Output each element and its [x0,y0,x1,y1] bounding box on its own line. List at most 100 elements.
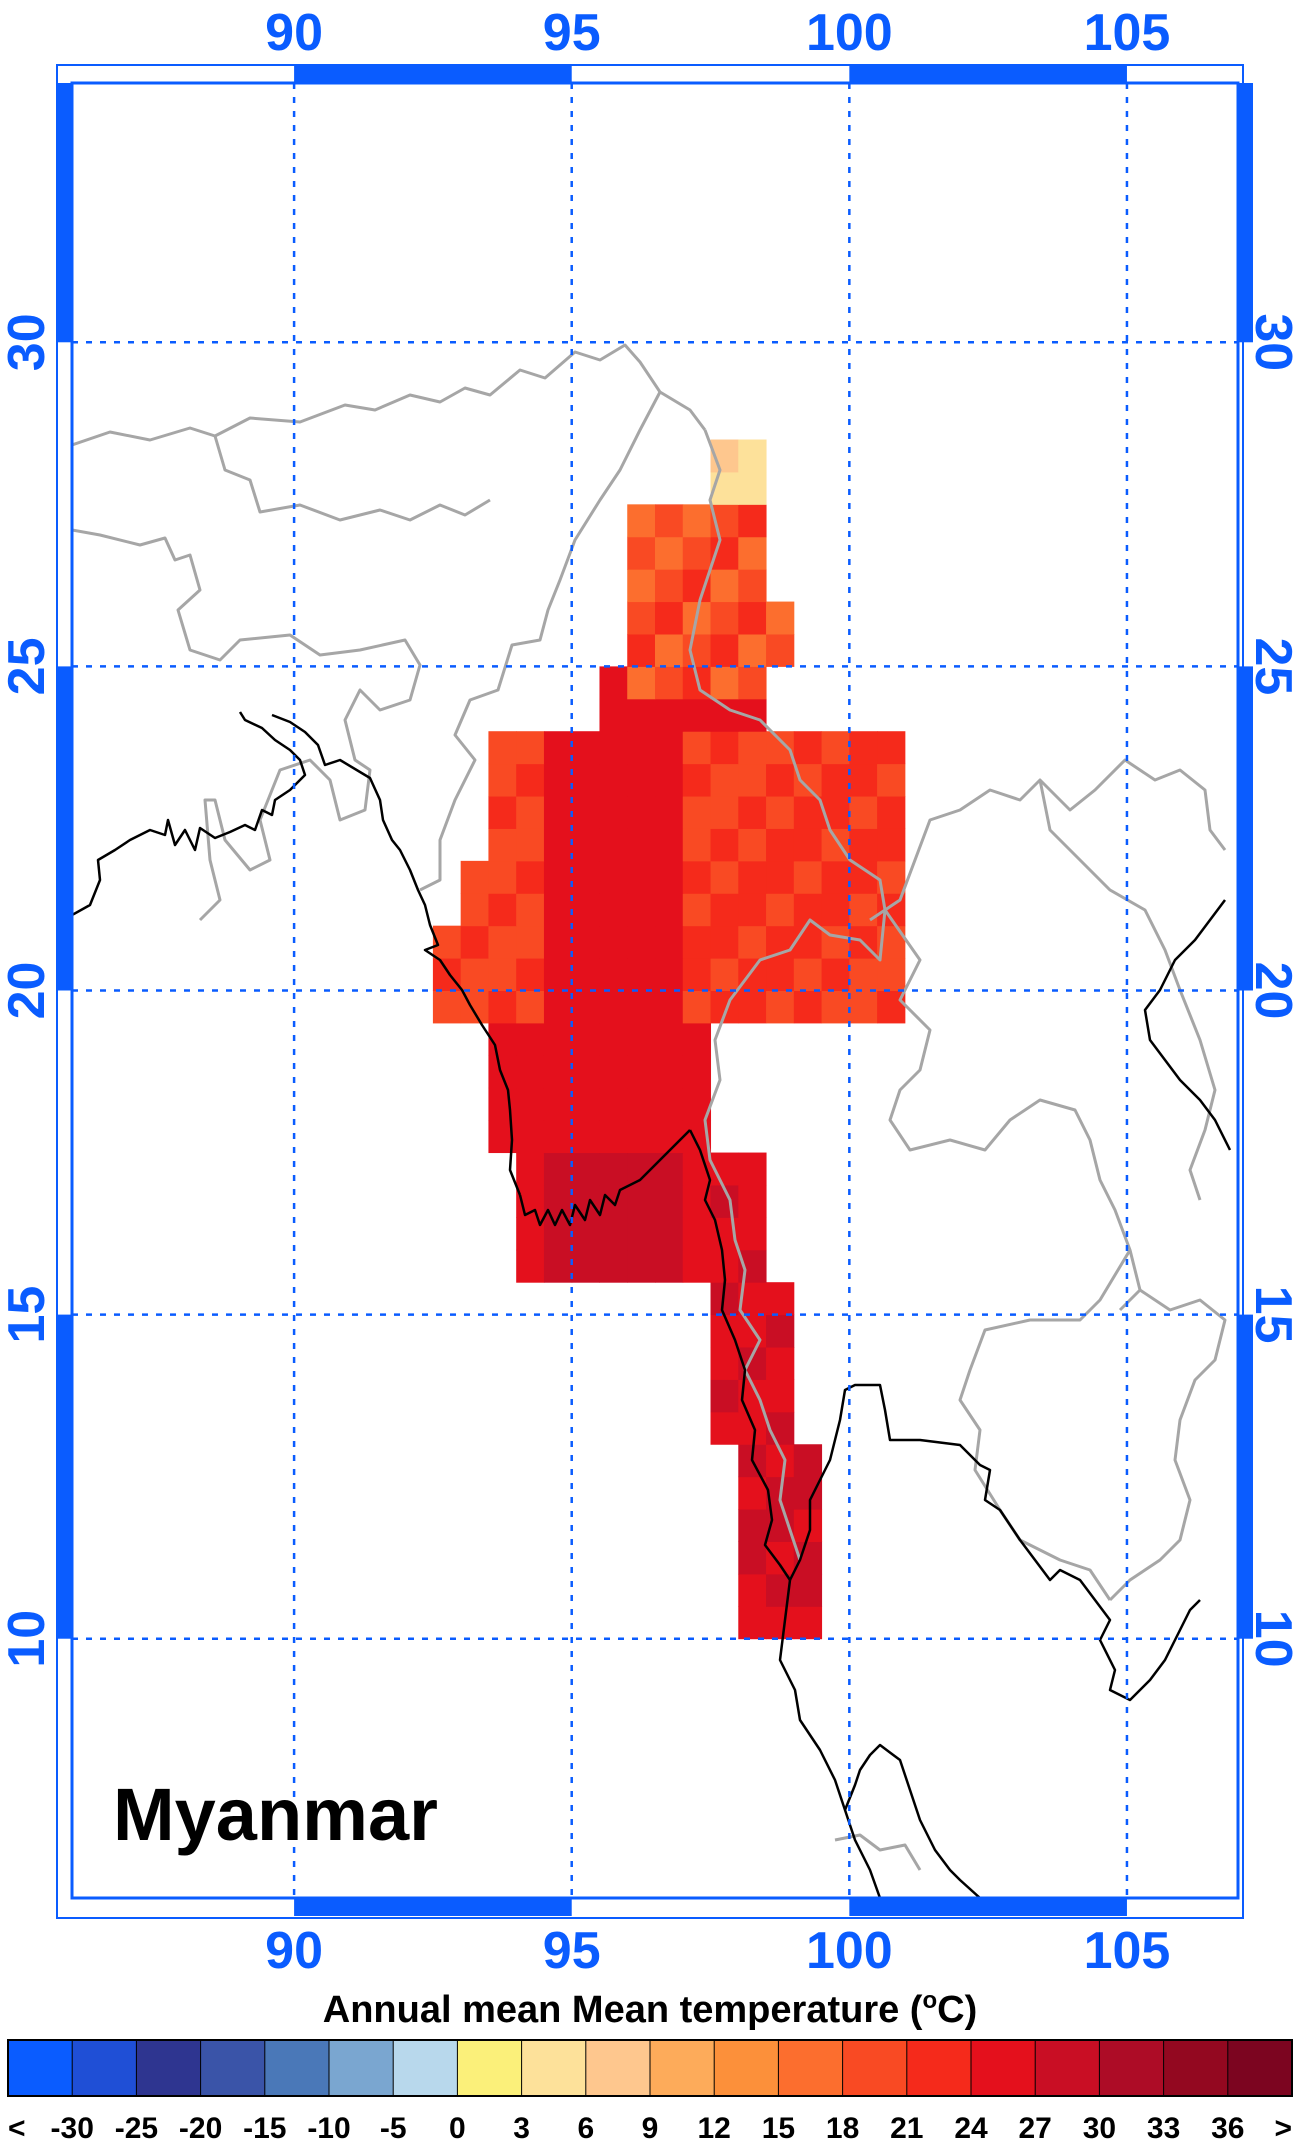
grid-cell [738,1541,767,1575]
grid-cell [655,1217,684,1251]
grid-cell [627,828,656,862]
axis-bands [57,65,1253,1916]
colorbar-swatch [906,2039,972,2097]
border-china-myanmar [688,429,887,911]
grid-cell [849,796,878,829]
grid-cell [599,666,628,700]
grid-cell [599,763,628,797]
left-axis-band [57,83,72,343]
grid-cell [627,1184,656,1218]
grid-cell [516,893,545,927]
grid-cell [793,1606,823,1640]
outer-frame [56,64,1244,1919]
grid-cell [682,1055,712,1089]
grid-cell [543,1152,573,1186]
top-axis-band [294,65,572,83]
grid-cell [627,1055,656,1089]
grid-cell [543,958,573,991]
grid-cell [655,666,684,700]
grid-cell [849,860,878,894]
grid-cell [599,796,628,829]
grid-cell [738,1573,767,1607]
grid-cell [738,1606,767,1640]
colorbar-swatch [71,2039,138,2097]
grid-cell [488,925,517,959]
grid-cell [710,1347,739,1380]
grid-cell [877,731,906,765]
grid-cell [571,731,600,765]
grid-cell [682,504,712,538]
grid-cell [627,1249,656,1283]
grid-cell [543,990,573,1024]
grid-cell [627,601,656,635]
grid-cell [655,763,684,797]
graticule-grid [72,83,1238,1898]
colorbar-title-sup: o [922,1987,937,2014]
right-axis-band [1238,666,1253,991]
grid-cell [571,763,600,797]
grid-cell [627,763,656,797]
colorbar-tick-label: -30 [51,2112,94,2145]
grid-cell [738,1184,767,1218]
grid-cell [766,1314,795,1348]
grid-cell [571,828,600,862]
grid-cell [599,1087,628,1121]
lon-tick-label-bottom: 95 [543,1922,601,1980]
grid-cell [488,731,517,765]
border-nepal-china [72,343,707,447]
grid-cell [682,1022,712,1056]
grid-cell [793,1476,823,1510]
grid-cell [488,860,517,894]
country-borders [72,343,1227,1871]
lat-tick-label-left: 10 [0,1610,56,1668]
grid-cell [766,828,795,862]
grid-cell [543,860,573,894]
grid-cell [655,1022,684,1056]
grid-cell [599,925,628,959]
grid-cell [516,828,545,862]
lat-tick-label-left: 15 [0,1286,56,1344]
grid-cell [766,893,795,927]
border-laos-vietnam [1038,779,1217,1201]
grid-cell [710,1314,739,1348]
colorbar-tick-label: 21 [890,2112,923,2145]
grid-cell [849,731,878,765]
grid-cell [627,731,656,765]
grid-cell [710,893,739,927]
grid-cell [655,1055,684,1089]
grid-cell [655,1120,684,1154]
grid-cell [710,828,739,862]
grid-cell [738,958,767,991]
colorbar-swatch [135,2039,202,2097]
lon-tick-label-top: 95 [543,4,601,62]
grid-cell [488,893,517,927]
border-laos-thailand [883,909,1142,1312]
grid-cell [627,860,656,894]
grid-cell [655,796,684,829]
grid-cell [543,828,573,862]
grid-cell [682,893,712,927]
grid-cell [543,1022,573,1056]
lon-tick-label-bottom: 105 [1084,1922,1171,1980]
grid-cell [849,828,878,862]
grid-cell [710,796,739,829]
bottom-axis-band [294,1898,572,1916]
grid-cell [516,731,545,765]
grid-cell [766,990,795,1024]
grid-cell [571,990,600,1024]
grid-cell [793,763,823,797]
lat-tick-label-right: 15 [1244,1286,1300,1344]
grid-cell [488,763,517,797]
grid-cell [710,925,739,959]
colorbar-tick-label: 6 [577,2112,594,2145]
grid-cell [682,763,712,797]
grid-cell [627,796,656,829]
grid-cell [766,1282,795,1316]
grid-cell [738,536,767,570]
grid-cell [766,1379,795,1413]
border-india-myanmar [419,391,662,892]
grid-cell [543,925,573,959]
right-axis-band [1238,1314,1253,1639]
coast-peninsula-east [843,1743,981,1898]
grid-cell [738,796,767,829]
